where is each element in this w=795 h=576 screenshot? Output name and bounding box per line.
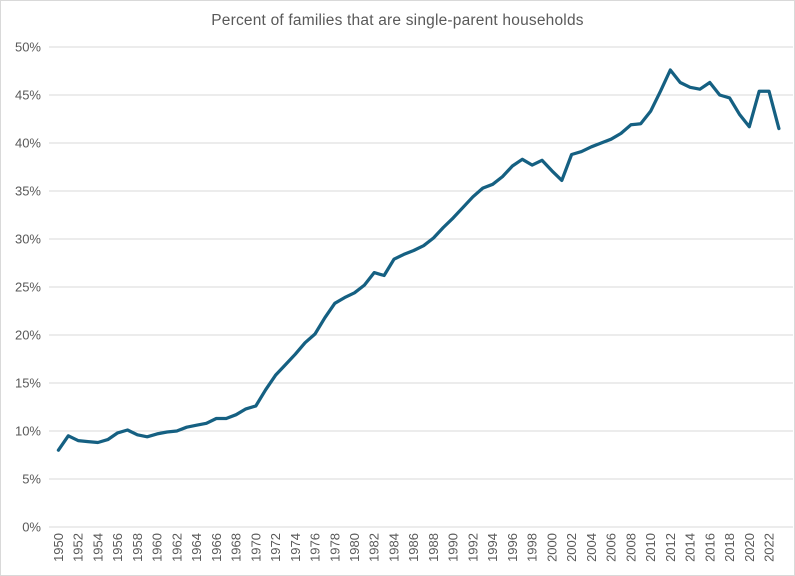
y-axis-tick-label: 45% <box>15 88 41 103</box>
x-axis-tick-label: 1960 <box>150 533 165 562</box>
x-axis-tick-label: 1996 <box>505 533 520 562</box>
x-axis-tick-label: 2012 <box>663 533 678 562</box>
y-axis-tick-label: 10% <box>15 424 41 439</box>
x-axis-tick-label: 2008 <box>623 533 638 562</box>
x-axis-tick-label: 1962 <box>169 533 184 562</box>
x-axis-tick-label: 1976 <box>308 533 323 562</box>
x-axis-tick-label: 1978 <box>327 533 342 562</box>
x-axis-tick-label: 1974 <box>288 533 303 562</box>
x-axis-tick-label: 2020 <box>742 533 757 562</box>
x-axis-tick-label: 1954 <box>90 533 105 562</box>
x-axis-tick-label: 2014 <box>683 533 698 562</box>
x-axis-tick-label: 1982 <box>367 533 382 562</box>
x-axis-tick-label: 1956 <box>110 533 125 562</box>
x-axis-tick-label: 2016 <box>702 533 717 562</box>
x-axis-tick-label: 2006 <box>604 533 619 562</box>
x-axis-tick-label: 1952 <box>71 533 86 562</box>
y-axis-tick-label: 50% <box>15 40 41 55</box>
y-axis-tick-label: 0% <box>22 520 41 535</box>
x-axis-tick-label: 1994 <box>485 533 500 562</box>
x-axis-tick-label: 1992 <box>465 533 480 562</box>
y-axis-tick-label: 30% <box>15 232 41 247</box>
x-axis-tick-label: 1984 <box>386 533 401 562</box>
y-axis-tick-label: 40% <box>15 136 41 151</box>
x-axis-tick-label: 2002 <box>564 533 579 562</box>
x-axis-tick-label: 1966 <box>209 533 224 562</box>
x-axis-tick-label: 1970 <box>248 533 263 562</box>
x-axis-tick-label: 1964 <box>189 533 204 562</box>
x-axis-tick-label: 2004 <box>584 533 599 562</box>
x-axis-tick-label: 2010 <box>643 533 658 562</box>
chart-title: Percent of families that are single-pare… <box>211 12 584 29</box>
x-axis-tick-label: 1988 <box>426 533 441 562</box>
y-axis-tick-label: 35% <box>15 184 41 199</box>
x-axis-tick-label: 1972 <box>268 533 283 562</box>
x-axis-tick-label: 1950 <box>51 533 66 562</box>
y-axis-tick-label: 25% <box>15 280 41 295</box>
x-axis-tick-label: 1968 <box>229 533 244 562</box>
x-axis-tick-label: 1990 <box>446 533 461 562</box>
x-axis-tick-label: 1986 <box>406 533 421 562</box>
x-axis-tick-label: 1980 <box>347 533 362 562</box>
y-axis-tick-label: 15% <box>15 376 41 391</box>
y-axis-tick-label: 5% <box>22 472 41 487</box>
x-axis-tick-label: 1998 <box>525 533 540 562</box>
y-axis-tick-label: 20% <box>15 328 41 343</box>
x-axis-tick-label: 2018 <box>722 533 737 562</box>
x-axis-tick-label: 2022 <box>762 533 777 562</box>
data-line-series <box>56 68 781 452</box>
x-axis-tick-label: 1958 <box>130 533 145 562</box>
x-axis-tick-label: 2000 <box>544 533 559 562</box>
